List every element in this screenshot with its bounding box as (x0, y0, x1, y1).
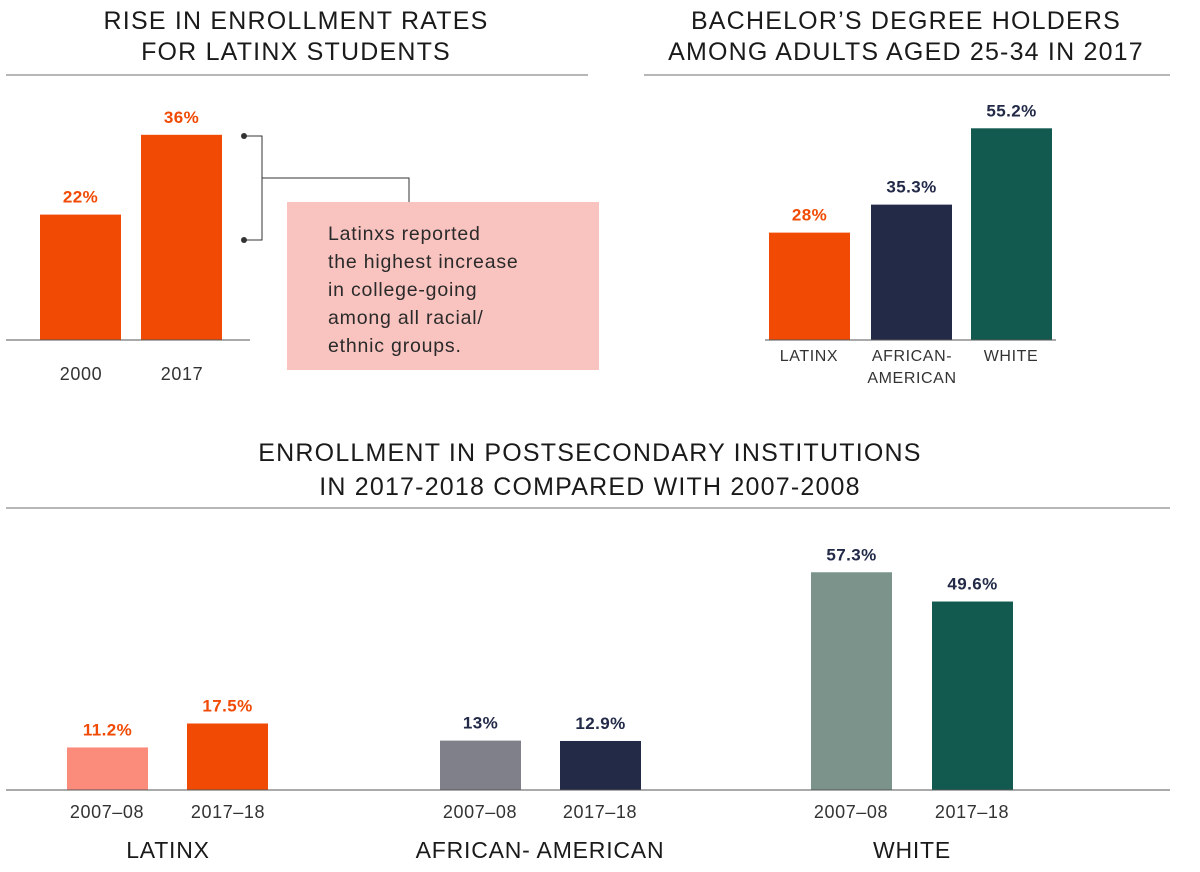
chart3-title-line1: ENROLLMENT IN POSTSECONDARY INSTITUTIONS (258, 439, 921, 467)
chart3-africanamerican-200708-bar (440, 740, 521, 790)
chart3-title-line2: IN 2017-2018 COMPARED WITH 2007-2008 (319, 473, 861, 501)
chart3-tick-white-2007-08: 2007–08 (814, 802, 888, 822)
callout-connector (241, 133, 410, 243)
chart1-2000-value-label: 22% (63, 188, 98, 207)
chart1-title-line2: FOR LATINX STUDENTS (141, 38, 451, 66)
chart3-latinx-200708-bar (67, 747, 148, 790)
chart3-tick-african-american-2007-08: 2007–08 (443, 802, 517, 822)
chart3-latinx-201718-bar (187, 723, 268, 790)
chart2-white-bar (971, 128, 1052, 340)
chart2-tick-latinx: LATINX (780, 348, 838, 365)
chart1-2000-bar (40, 214, 121, 340)
callout-line-1: Latinxs reported (328, 223, 481, 245)
chart-enrollment-rise: RISE IN ENROLLMENT RATES FOR LATINX STUD… (6, 7, 599, 384)
chart3-africanamerican-201718-value-label: 12.9% (575, 714, 625, 733)
chart2-africanamerican-bar (871, 204, 952, 340)
callout-line-2: the highest increase (328, 251, 519, 273)
chart2-tick-african-american-line1: AFRICAN- (872, 348, 952, 365)
chart3-bars: 11.2% 17.5% 13% 12.9% 57.3% 49.6% (67, 545, 1013, 790)
chart3-tick-latinx-2017-18: 2017–18 (191, 802, 265, 822)
chart2-tick-white: WHITE (984, 348, 1039, 365)
chart3-white-201718-bar (932, 601, 1013, 790)
chart3-white-200708-value-label: 57.3% (826, 545, 876, 564)
chart2-latinx-value-label: 28% (792, 206, 827, 225)
chart2-white-value-label: 55.2% (986, 101, 1036, 120)
chart2-latinx-bar (769, 232, 850, 340)
chart-postsecondary-enrollment: ENROLLMENT IN POSTSECONDARY INSTITUTIONS… (6, 439, 1170, 863)
chart3-tick-white-2017-18: 2017–18 (935, 802, 1009, 822)
chart1-bars: 22% 36% (40, 108, 222, 340)
chart2-title-line2: AMONG ADULTS AGED 25-34 IN 2017 (668, 38, 1144, 66)
callout-line-5: ethnic groups. (328, 335, 462, 357)
chart-bachelors-degree: BACHELOR’S DEGREE HOLDERS AMONG ADULTS A… (644, 7, 1170, 387)
chart2-bars: 28% 35.3% 55.2% (769, 101, 1052, 340)
chart3-tick-latinx-2007-08: 2007–08 (70, 802, 144, 822)
callout-line-3: in college-going (328, 279, 477, 301)
chart3-white-201718-value-label: 49.6% (947, 575, 997, 594)
callout-box (287, 202, 599, 370)
chart1-tick-2017: 2017 (161, 364, 203, 384)
chart2-africanamerican-value-label: 35.3% (886, 178, 936, 197)
chart3-white-200708-bar (811, 572, 892, 790)
chart1-2017-value-label: 36% (164, 108, 199, 127)
chart3-africanamerican-200708-value-label: 13% (463, 714, 498, 733)
chart1-title-line1: RISE IN ENROLLMENT RATES (104, 7, 489, 35)
chart3-latinx-201718-value-label: 17.5% (202, 697, 252, 716)
chart3-group-white: WHITE (873, 837, 951, 863)
chart1-tick-2000: 2000 (60, 364, 102, 384)
chart3-africanamerican-201718-bar (560, 740, 641, 790)
chart2-tick-african-american-line2: AMERICAN (867, 370, 956, 387)
chart1-2017-bar (141, 134, 222, 340)
chart3-group-african-american: AFRICAN- AMERICAN (416, 837, 665, 863)
chart2-title-line1: BACHELOR’S DEGREE HOLDERS (691, 7, 1121, 35)
chart3-tick-african-american-2017-18: 2017–18 (563, 802, 637, 822)
callout-line-4: among all racial/ (328, 307, 484, 329)
chart3-latinx-200708-value-label: 11.2% (83, 720, 132, 739)
chart3-group-latinx: LATINX (126, 837, 210, 863)
